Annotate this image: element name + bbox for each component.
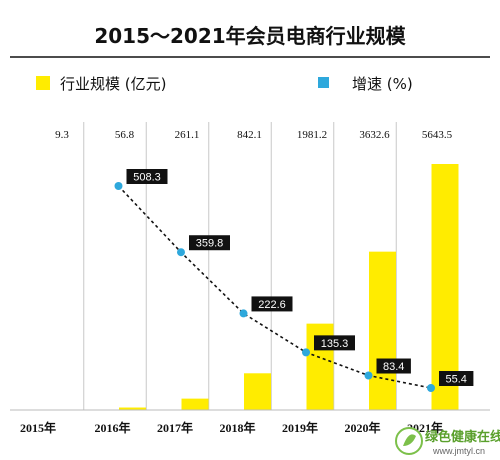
grid-lines (83, 122, 397, 410)
x-tick-label: 2019年 (282, 420, 318, 435)
leaf-icon (403, 434, 416, 446)
growth-point (239, 309, 248, 318)
bar-value-label: 261.1 (175, 129, 200, 141)
growth-point (364, 371, 373, 380)
growth-label-box (314, 335, 355, 351)
bar (369, 251, 396, 410)
growth-value-label: 135.3 (321, 338, 349, 350)
growth-value-label: 222.6 (258, 299, 286, 311)
growth-point (302, 348, 310, 357)
growth-label-box (126, 169, 168, 184)
legend-bar-label: 行业规模 (亿元) (60, 75, 166, 93)
x-tick-label: 2018年 (219, 420, 255, 435)
legend-line-swatch (318, 77, 329, 88)
growth-point (177, 248, 185, 257)
bars (56, 164, 459, 411)
legend: 行业规模 (亿元) 增速 (%) (36, 75, 413, 93)
x-tick-label: 2015年 (20, 420, 56, 435)
watermark: 绿色健康在线 www.jmtyl.cn (395, 427, 500, 456)
watermark-url: www.jmtyl.cn (432, 446, 485, 456)
bar-value-label: 5643.5 (422, 129, 453, 141)
x-tick-label: 2016年 (94, 420, 130, 435)
bar-value-label: 9.3 (55, 129, 69, 141)
growth-value-label: 508.3 (133, 172, 161, 184)
growth-line: 508.3 359.8 222.6 135.3 83.4 55.4 (114, 169, 474, 392)
growth-point (114, 182, 123, 190)
bar (431, 164, 459, 410)
growth-label-box (439, 371, 474, 386)
growth-label-box (189, 235, 230, 251)
bar-value-labels: 9.3 56.8 261.1 842.1 1981.2 3632.6 5643.5 (55, 129, 453, 141)
bar (119, 407, 146, 410)
chart-title: 2015～2021年会员电商行业规模 (94, 24, 406, 48)
x-axis-ticks: 2015年 2016年 2017年 2018年 2019年 2020年 2021年 (20, 420, 443, 435)
x-tick-label: 2020年 (344, 420, 380, 435)
bar (181, 398, 209, 410)
legend-bar-swatch (36, 76, 50, 90)
bar-value-label: 1981.2 (297, 129, 327, 141)
bar-value-label: 56.8 (115, 129, 135, 141)
growth-value-label: 359.8 (196, 238, 224, 250)
legend-line-label: 增速 (%) (352, 75, 413, 93)
watermark-text: 绿色健康在线 (425, 429, 500, 445)
growth-label-box (251, 296, 293, 312)
growth-value-label: 55.4 (445, 374, 466, 386)
growth-value-label: 83.4 (383, 361, 404, 373)
growth-point (427, 384, 435, 392)
bar (244, 373, 271, 410)
bar-value-label: 842.1 (237, 129, 262, 141)
growth-label-box (376, 358, 411, 374)
bar-value-label: 3632.6 (359, 129, 390, 141)
x-tick-label: 2017年 (157, 420, 193, 435)
